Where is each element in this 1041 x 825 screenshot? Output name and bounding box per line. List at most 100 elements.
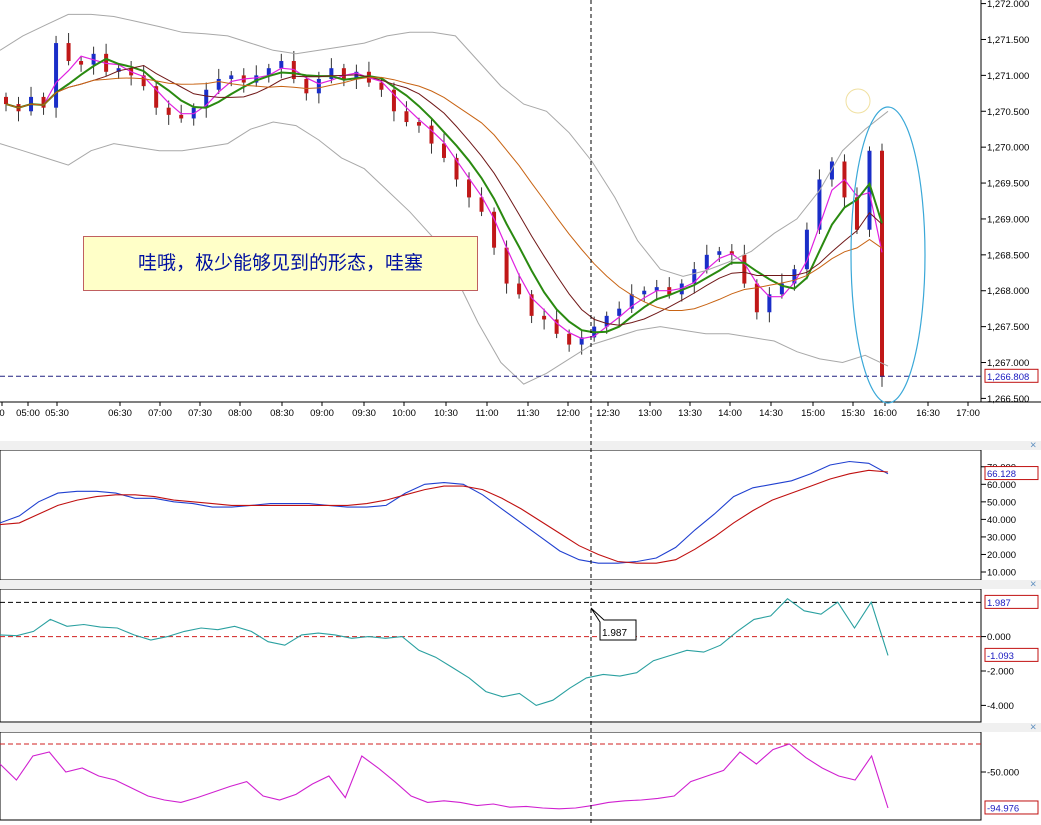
candle-up — [316, 78, 321, 94]
candle-up — [817, 179, 822, 230]
candle-down — [66, 43, 71, 62]
oscillator-1-value-label: 66.128 — [987, 469, 1016, 480]
price-x-tick-label: 15:00 — [801, 408, 825, 419]
small-marker-circle — [845, 88, 871, 114]
oscillator-2-tooltip-label: 1.987 — [602, 628, 627, 639]
oscillator-2-divider — [0, 580, 1041, 589]
ma-fast-line — [5, 55, 883, 340]
highlight-ellipse — [850, 106, 926, 404]
bollinger-upper-band — [0, 13, 889, 277]
candle-down — [79, 61, 84, 65]
price-x-tick-label: 08:00 — [228, 408, 252, 419]
candle-up — [767, 294, 772, 313]
candle-up — [329, 68, 334, 79]
candle-down — [341, 68, 346, 79]
candle-up — [792, 269, 797, 284]
oscillator-1-y-tick-label: 30.000 — [987, 532, 1016, 543]
price-y-tick-label: 1,267.500 — [987, 322, 1029, 333]
price-plot-area — [0, 0, 981, 402]
candle-up — [779, 283, 784, 295]
price-y-tick-label: 1,268.500 — [987, 250, 1029, 261]
price-y-tick-label: 1,268.000 — [987, 286, 1029, 297]
price-x-tick-label: 12:00 — [556, 408, 580, 419]
price-x-tick-label: 14:00 — [718, 408, 742, 419]
oscillator-1-y-tick-label: 20.000 — [987, 550, 1016, 561]
candle-up — [604, 315, 609, 327]
candle-up — [266, 68, 271, 76]
price-y-tick-label: 1,267.000 — [987, 358, 1029, 369]
candle-down — [479, 197, 484, 212]
price-x-tick-label: 05:30 — [45, 408, 69, 419]
candle-down — [304, 78, 309, 94]
oscillator-1-y-tick-label: 10.000 — [987, 568, 1016, 579]
price-x-tick-label: 16:00 — [873, 408, 897, 419]
oscillator-3-close-icon: × — [1030, 722, 1036, 734]
candle-down — [567, 333, 572, 345]
candle-up — [279, 61, 284, 69]
candle-down — [492, 211, 497, 248]
oscillator-3-frame — [0, 731, 982, 821]
oscillator-2-tooltip-box — [590, 607, 637, 641]
candle-down — [379, 82, 384, 90]
candle-down — [542, 315, 547, 320]
candle-down — [154, 86, 159, 108]
price-x-tick-label: 09:00 — [310, 408, 334, 419]
price-x-tick-label: 16:30 — [916, 408, 940, 419]
candle-down — [404, 111, 409, 123]
candle-down — [529, 294, 534, 316]
oscillator-2-value-tag-bottom — [984, 647, 1039, 662]
price-x-tick-label: 0 — [0, 408, 5, 419]
price-x-tick-label: 07:30 — [188, 408, 212, 419]
candle-up — [829, 161, 834, 180]
candle-down — [416, 122, 421, 126]
ma-mid-line — [5, 57, 883, 334]
candle-down — [754, 283, 759, 313]
oscillator-3-value-label: -94.976 — [987, 803, 1019, 814]
candle-up — [254, 75, 259, 83]
candle-up — [229, 75, 234, 79]
oscillator-2-close-icon: × — [1030, 579, 1036, 591]
price-x-tick-label: 11:00 — [475, 408, 498, 419]
price-y-tick-label: 1,269.000 — [987, 214, 1029, 225]
candle-down — [742, 254, 747, 284]
candle-up — [867, 150, 872, 230]
oscillator-1-close-icon: × — [1030, 440, 1036, 452]
price-x-tick-label: 13:30 — [678, 408, 702, 419]
candle-down — [429, 125, 434, 144]
oscillator-2-series-0 — [0, 597, 889, 707]
candle-up — [617, 308, 622, 316]
oscillator-2-y-tick-label: -4.000 — [987, 701, 1014, 712]
price-x-tick-label: 09:30 — [352, 408, 376, 419]
oscillator-1-y-tick-label: 40.000 — [987, 515, 1016, 526]
annotation-box: 哇哦，极少能够见到的形态，哇塞 — [83, 236, 478, 291]
candle-up — [204, 89, 209, 108]
candle-down — [179, 114, 184, 119]
candle-down — [454, 157, 459, 180]
price-x-tick-label: 08:30 — [270, 408, 294, 419]
oscillator-2-y-tick-label: 0.000 — [987, 632, 1011, 643]
price-x-tick-label: 17:00 — [956, 408, 980, 419]
price-panel: 1,272.000 1,271.500 1,271.000 1,270.500 1,27… — [0, 0, 1041, 419]
ma-long-line — [5, 76, 883, 311]
candle-up — [642, 290, 647, 295]
oscillator-3-value-tag — [984, 800, 1039, 815]
oscillator-1-value-tag — [984, 466, 1039, 481]
oscillator-3-divider — [0, 723, 1041, 732]
candle-up — [654, 287, 659, 291]
price-x-tick-label: 07:00 — [148, 408, 172, 419]
oscillator-2-panel: × 0.000 -2.000 -4.000 1.987 -1.093 1.987 — [0, 579, 1041, 723]
oscillator-2-frame — [0, 588, 982, 723]
price-y-tick-label: 1,270.500 — [987, 107, 1029, 118]
oscillator-3-panel: × -50.000 -94.976 — [0, 722, 1041, 821]
price-y-tick-label: 1,271.000 — [987, 71, 1029, 82]
price-x-tick-label: 05:00 — [16, 408, 40, 419]
current-price-tag — [984, 368, 1039, 383]
price-y-tick-label: 1,269.500 — [987, 179, 1029, 190]
oscillator-1-frame — [0, 449, 982, 581]
oscillator-1-y-tick-label: 60.000 — [987, 480, 1016, 491]
oscillator-1-series-1 — [0, 469, 889, 564]
candle-down — [504, 247, 509, 284]
oscillator-2-value-label-top: 1.987 — [987, 598, 1011, 609]
candle-down — [554, 319, 559, 334]
